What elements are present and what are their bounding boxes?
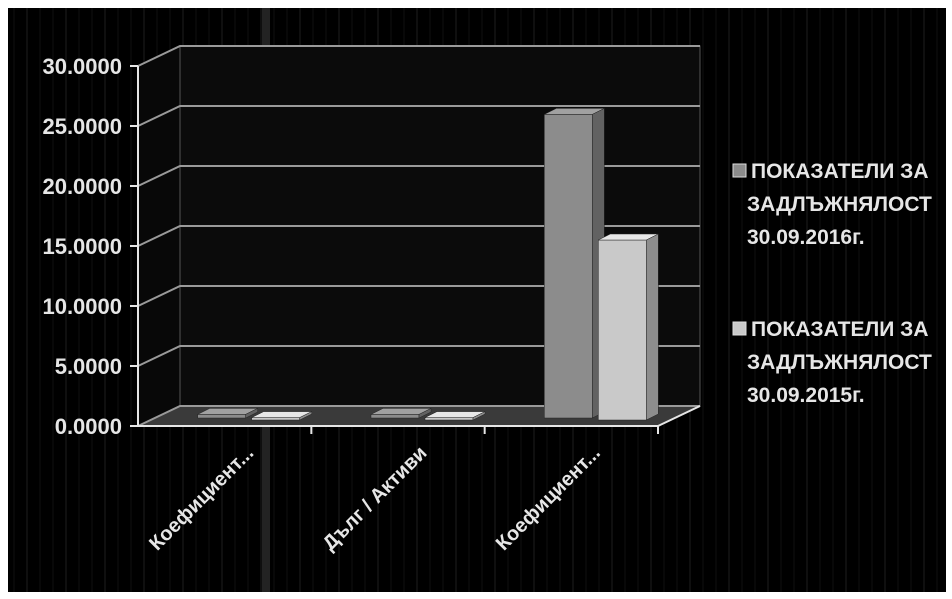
bar-front <box>197 414 246 419</box>
y-tick-label: 10.0000 <box>42 294 122 319</box>
bar-2015 <box>251 411 312 421</box>
legend-label: ПОКАЗАТЕЛИ ЗА <box>751 318 929 341</box>
bar-2016 <box>197 407 258 419</box>
gridline <box>137 345 700 367</box>
legend-label: 30.09.2015г. <box>747 384 865 407</box>
bar-front <box>598 239 647 421</box>
bar-side <box>418 407 432 419</box>
gridline <box>137 105 700 127</box>
bar-side <box>646 233 659 421</box>
legend-label: ПОКАЗАТЕЛИ ЗА <box>751 160 929 183</box>
gridline <box>137 225 700 247</box>
y-tick-label: 5.0000 <box>55 354 122 379</box>
y-tick-label: 20.0000 <box>42 174 122 199</box>
legend-swatch <box>732 163 747 178</box>
gridline <box>137 45 700 67</box>
gridline <box>137 165 700 187</box>
y-tick-label: 0.0000 <box>55 414 122 439</box>
bar-front <box>251 417 300 421</box>
legend-label: ЗАДЛЪЖНЯЛОСТ <box>747 193 932 216</box>
bar-front <box>544 114 593 419</box>
y-tick-label: 25.0000 <box>42 114 122 139</box>
y-tick-label: 15.0000 <box>42 234 122 259</box>
x-axis-depth <box>657 405 701 427</box>
legend-label: ЗАДЛЪЖНЯЛОСТ <box>747 351 932 374</box>
gridline <box>137 285 700 307</box>
bar-side <box>472 411 486 421</box>
bar-side <box>245 407 258 419</box>
bar-front <box>370 414 420 419</box>
y-tick-label: 30.0000 <box>42 54 122 79</box>
bar-2015 <box>598 233 659 421</box>
gridline <box>137 405 700 427</box>
legend-swatch <box>732 321 747 336</box>
bar-side <box>299 411 312 421</box>
bar-2016 <box>544 107 605 419</box>
legend-label: 30.09.2016г. <box>747 226 865 249</box>
bar-front <box>424 417 474 421</box>
bar-2015 <box>424 411 486 421</box>
bar-2016 <box>370 407 432 419</box>
